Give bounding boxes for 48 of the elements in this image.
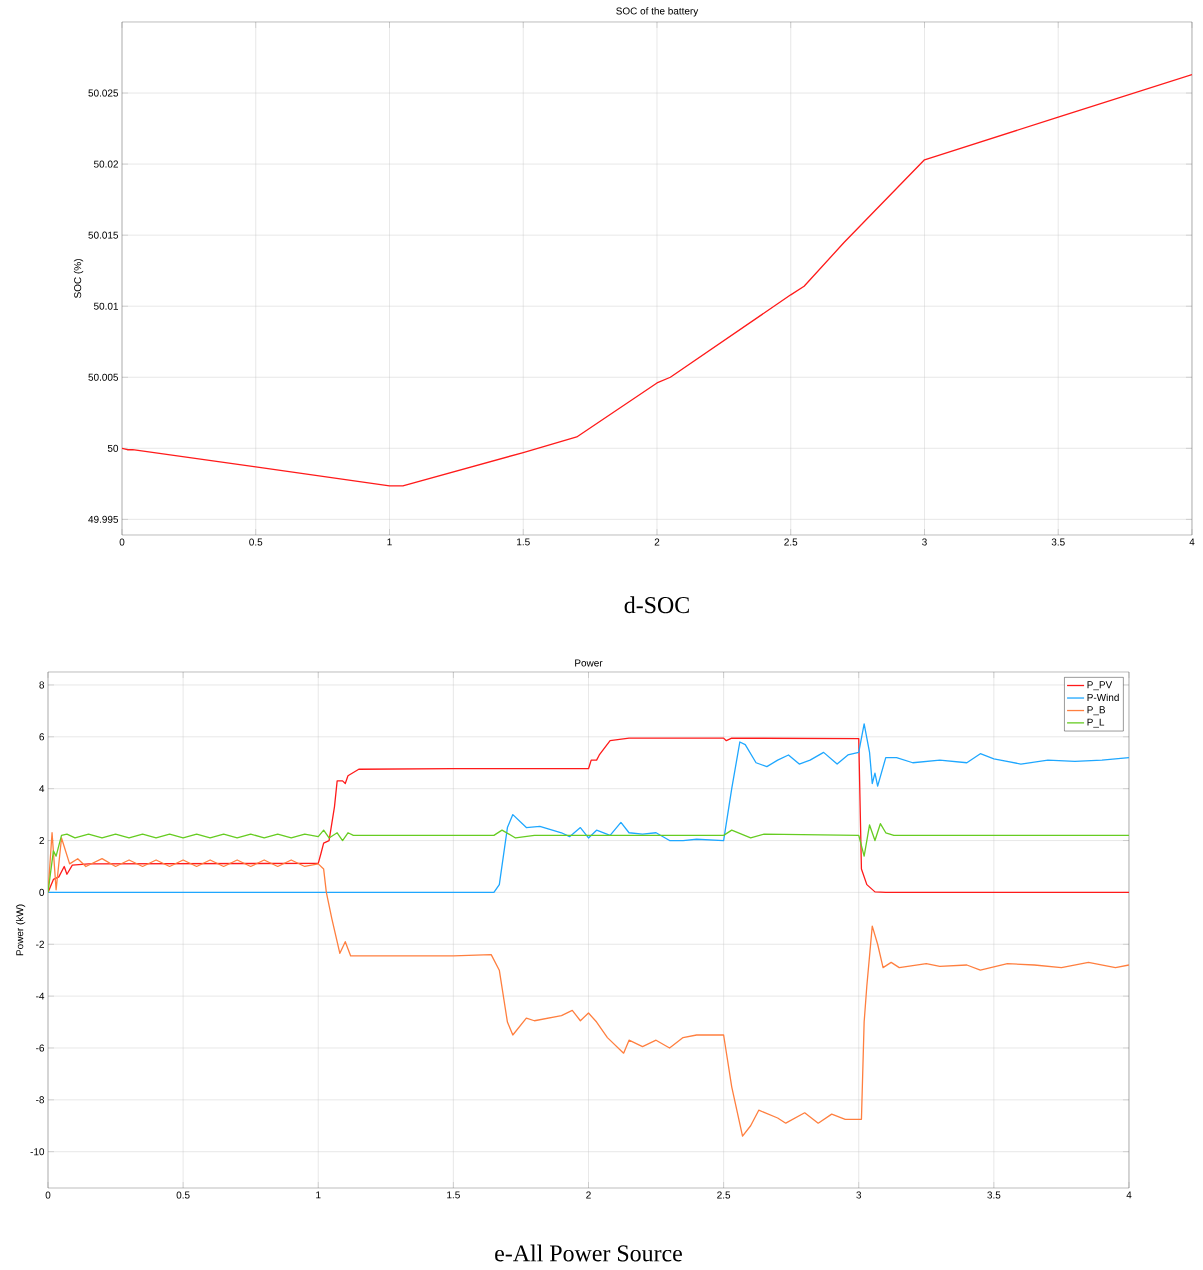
x-tick-label: 1.5 xyxy=(517,538,530,546)
y-tick-label: -4 xyxy=(36,992,45,1000)
y-tick-label: 49.995 xyxy=(88,515,119,523)
legend-label: P_L xyxy=(1087,718,1105,728)
line-series xyxy=(48,832,1129,1137)
y-tick-label: 50.015 xyxy=(88,231,119,239)
legend-label: P_PV xyxy=(1087,681,1113,691)
y-tick-label: 0 xyxy=(39,888,45,896)
text: d-SOC xyxy=(624,596,689,614)
y-tick-label: -6 xyxy=(36,1044,45,1052)
legend-label: P-Wind xyxy=(1087,693,1119,701)
y-tick-label: 50.02 xyxy=(93,160,118,168)
y-tick-label: 2 xyxy=(39,837,44,845)
x-tick-label: 2.5 xyxy=(717,1191,731,1199)
legend-label: P_B xyxy=(1087,706,1106,716)
y-tick-label: 4 xyxy=(39,785,45,793)
chart-title: Power xyxy=(575,659,603,667)
y-tick-label: 50.005 xyxy=(88,373,119,381)
x-tick-label: 2 xyxy=(586,1191,591,1199)
line-series xyxy=(122,73,1192,487)
x-tick-label: 2 xyxy=(654,538,660,546)
x-tick-label: 1.5 xyxy=(447,1191,460,1199)
y-tick-label: 50 xyxy=(107,444,119,452)
line-series xyxy=(48,823,1129,894)
y-axis-title: SOC (%) xyxy=(73,259,84,298)
x-tick-label: 1 xyxy=(387,538,392,546)
x-tick-label: 0.5 xyxy=(249,538,263,546)
y-tick-label: -8 xyxy=(36,1096,45,1104)
x-tick-label: 4 xyxy=(1189,538,1195,546)
y-tick-label: -10 xyxy=(30,1148,45,1156)
x-tick-label: 3.5 xyxy=(987,1191,1001,1199)
x-tick-label: 4 xyxy=(1126,1191,1132,1199)
x-tick-label: 0 xyxy=(119,538,125,546)
y-tick-label: 50.01 xyxy=(93,302,118,310)
y-tick-label: 50.025 xyxy=(88,89,119,97)
x-tick-label: 3.5 xyxy=(1051,538,1065,546)
text: e-All Power Source xyxy=(495,1244,682,1262)
y-tick-label: -2 xyxy=(36,940,44,948)
x-tick-label: 0 xyxy=(45,1191,51,1199)
y-tick-label: 6 xyxy=(39,733,45,741)
x-tick-label: 0.5 xyxy=(176,1191,190,1199)
x-tick-label: 3 xyxy=(922,538,927,546)
chart-title: SOC of the battery xyxy=(616,7,699,17)
y-tick-label: 8 xyxy=(39,681,45,689)
x-tick-label: 3 xyxy=(856,1191,862,1199)
x-tick-label: 1 xyxy=(316,1191,321,1199)
y-axis-title: Power (kW) xyxy=(15,904,26,956)
x-tick-label: 2.5 xyxy=(784,538,798,546)
